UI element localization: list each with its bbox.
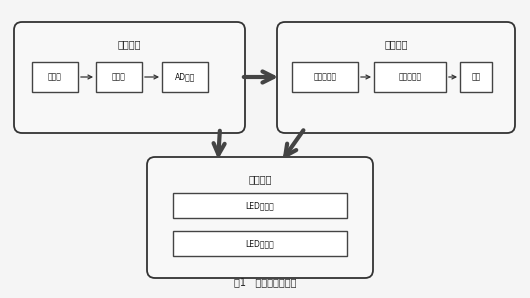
FancyBboxPatch shape: [14, 22, 245, 133]
Text: 被测物: 被测物: [112, 72, 126, 81]
Text: AD转换: AD转换: [175, 72, 195, 81]
Text: 图1   系统的原理框图: 图1 系统的原理框图: [234, 277, 296, 287]
Text: 电阻抗本义: 电阻抗本义: [399, 72, 421, 81]
FancyBboxPatch shape: [96, 62, 142, 92]
FancyBboxPatch shape: [147, 157, 373, 278]
Text: LED数码管: LED数码管: [245, 201, 275, 210]
Text: 初成源: 初成源: [48, 72, 62, 81]
Text: 比较: 比较: [471, 72, 481, 81]
Text: 显示输出: 显示输出: [248, 174, 272, 184]
Text: 数据采集: 数据采集: [118, 39, 142, 49]
FancyBboxPatch shape: [173, 193, 347, 218]
Text: 数据处理: 数据处理: [384, 39, 408, 49]
FancyBboxPatch shape: [32, 62, 78, 92]
FancyBboxPatch shape: [173, 231, 347, 256]
FancyBboxPatch shape: [460, 62, 492, 92]
FancyBboxPatch shape: [374, 62, 446, 92]
FancyBboxPatch shape: [277, 22, 515, 133]
FancyBboxPatch shape: [292, 62, 358, 92]
Text: 数据式转换: 数据式转换: [313, 72, 337, 81]
Text: LED显示行: LED显示行: [245, 239, 275, 248]
FancyBboxPatch shape: [162, 62, 208, 92]
